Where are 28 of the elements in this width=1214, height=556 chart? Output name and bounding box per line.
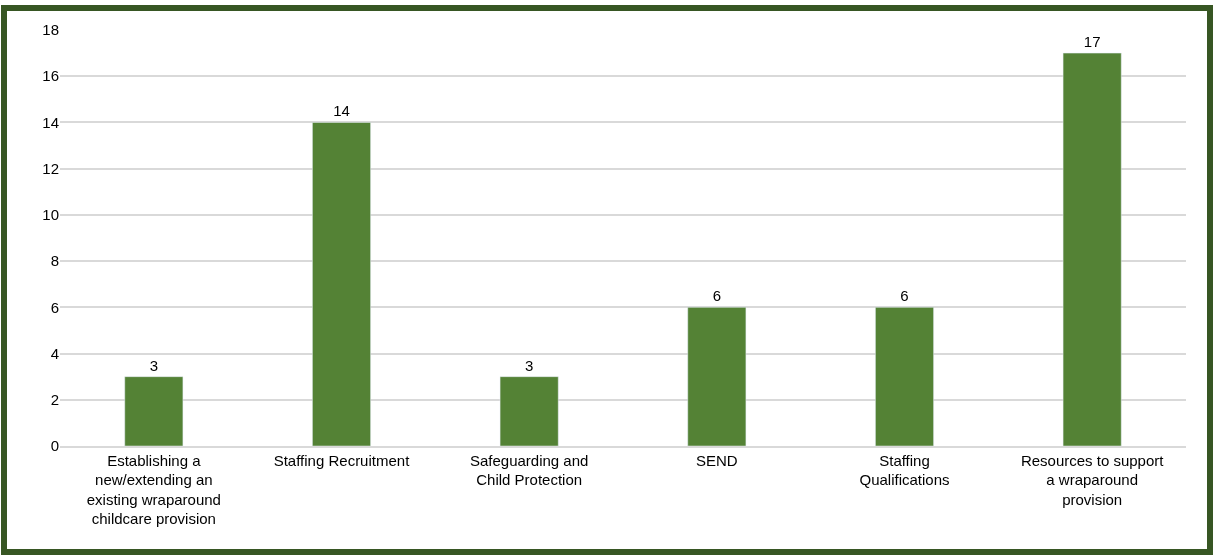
data-label: 6 bbox=[712, 287, 722, 305]
data-label: 6 bbox=[900, 287, 909, 305]
y-tick-label: 12 bbox=[42, 159, 59, 177]
bar bbox=[1062, 52, 1122, 446]
x-tick-label: Establishing a new/extending an existing wraparound childcare provision bbox=[86, 451, 221, 528]
data-label: 17 bbox=[1083, 33, 1101, 51]
x-tick-label: Resources to support a wraparound provision bbox=[1020, 451, 1165, 508]
y-tick-label: 0 bbox=[50, 437, 59, 455]
x-tick-label: Staffing Recruitment bbox=[273, 451, 411, 469]
bar bbox=[499, 376, 559, 446]
y-tick-label: 4 bbox=[50, 344, 59, 362]
bar bbox=[124, 376, 184, 446]
y-tick-label: 18 bbox=[42, 21, 59, 39]
y-tick-label: 8 bbox=[50, 252, 59, 270]
data-label: 3 bbox=[149, 356, 159, 374]
y-tick-label: 2 bbox=[50, 391, 59, 409]
bar bbox=[875, 307, 934, 446]
x-tick-label: Staffing Qualifications bbox=[859, 451, 950, 489]
y-tick-label: 10 bbox=[42, 206, 59, 224]
x-tick-label: Safeguarding and Child Protection bbox=[469, 451, 589, 489]
data-label: 14 bbox=[333, 102, 350, 120]
y-tick-label: 6 bbox=[50, 298, 59, 316]
data-label: 3 bbox=[524, 356, 534, 374]
bar bbox=[312, 122, 371, 446]
bar bbox=[687, 307, 747, 446]
x-tick-label: SEND bbox=[695, 451, 738, 469]
y-tick-label: 14 bbox=[42, 113, 59, 131]
y-tick-label: 16 bbox=[42, 67, 59, 85]
